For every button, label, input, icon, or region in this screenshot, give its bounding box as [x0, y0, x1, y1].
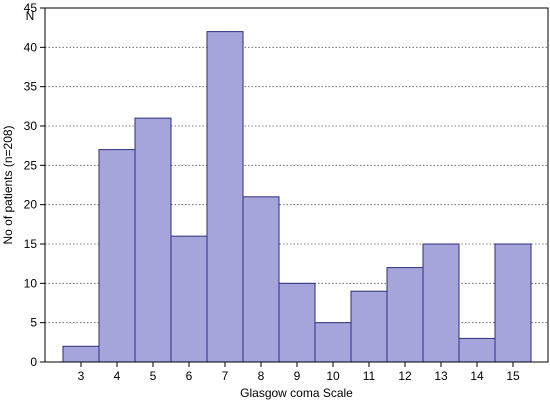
y-unit-label: N	[26, 9, 35, 23]
bar-gcs-7	[206, 31, 244, 363]
x-tick-label: 6	[186, 369, 193, 383]
bar-gcs-6	[170, 235, 208, 363]
bar-gcs-9	[278, 282, 316, 363]
bar-gcs-4	[98, 149, 136, 363]
x-tick-label: 7	[222, 369, 229, 383]
x-tick-label: 12	[398, 369, 412, 383]
bar-gcs-3	[62, 345, 100, 363]
bar-gcs-8	[242, 196, 280, 363]
bar-gcs-11	[350, 290, 388, 363]
x-tick-label: 9	[294, 369, 301, 383]
x-tick-label: 3	[78, 369, 85, 383]
y-tick-label: 45	[24, 1, 38, 15]
bar-gcs-14	[458, 337, 496, 363]
y-tick-label: 10	[24, 276, 38, 290]
bars	[62, 31, 532, 363]
y-axis: 0 5 10 15 20 25 30 35 40 45	[24, 1, 45, 369]
x-tick-label: 4	[114, 369, 121, 383]
x-tick-label: 15	[506, 369, 520, 383]
bar-gcs-13	[422, 243, 460, 363]
x-tick-label: 13	[434, 369, 448, 383]
x-axis: 3 4 5 6 7 8 9 10 11 12 13 14 15	[78, 362, 520, 383]
y-tick-label: 0	[30, 355, 37, 369]
bar-gcs-5	[134, 117, 172, 363]
y-tick-label: 40	[24, 40, 38, 54]
y-tick-label: 25	[24, 158, 38, 172]
bar-gcs-10	[314, 322, 352, 363]
y-tick-label: 30	[24, 119, 38, 133]
x-tick-label: 10	[326, 369, 340, 383]
y-tick-label: 5	[30, 316, 37, 330]
y-tick-label: 15	[24, 237, 38, 251]
y-tick-label: 35	[24, 80, 38, 94]
y-axis-title: No of patients (n=208)	[1, 125, 15, 244]
y-tick-label: 20	[24, 198, 38, 212]
bar-gcs-12	[386, 267, 424, 363]
x-tick-label: 14	[470, 369, 484, 383]
x-tick-label: 11	[363, 369, 376, 383]
x-tick-label: 5	[150, 369, 157, 383]
x-axis-title: Glasgow coma Scale	[240, 386, 353, 400]
bar-gcs-15	[494, 243, 532, 363]
x-tick-label: 8	[258, 369, 265, 383]
